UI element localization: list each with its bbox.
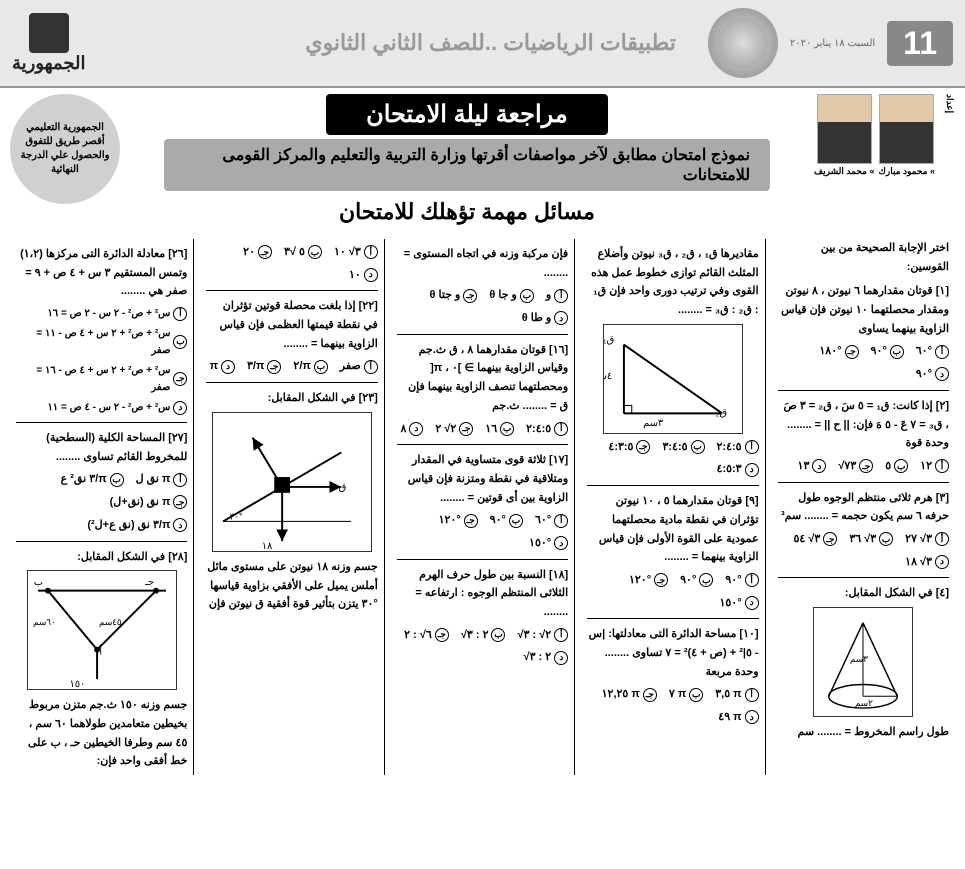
question-28: [٢٨] في الشكل المقابل: [16,548,187,567]
question-15: فإن مركبة وزنه في اتجاه المستوى = ......… [397,245,568,282]
svg-text:٢سم: ٢سم [855,698,873,709]
svg-text:ب: ب [33,577,42,588]
q5-options: أ٢:٤:٥ ب٣:٤:٥ جـ٤:٣:٥ د٤:٥:٣ [587,438,758,479]
svg-text:أ: أ [99,645,102,658]
teacher-2: » محمد الشريف [814,94,875,177]
prep-label: إعداد [945,94,955,113]
q18-options: أ٢√ : ٣√ ب٢ : ٣√ جـ٦√ : ٢ د٢ : ٣√ [397,626,568,667]
promo-badge: الجمهورية التعليمي أقصر طريق للتفوق والح… [10,94,120,204]
column-2: مقاديرها ق₁ ، ق₂ ، ق₃ نيوتن وأضلاع المثل… [581,239,765,775]
q26-options: أس² + ص² - ٢ س - ٢ ص = ١٦ بس² + ص² + ٢ س… [16,305,187,416]
svg-text:ق: ق [339,482,347,493]
teacher-photo [817,94,872,164]
question-3: [٣] هرم ثلاثى منتظم الوجوه طول حرفه ٦ سم… [778,489,949,526]
questions-content: اختر الإجابة الصحيحة من بين القوسين: [١]… [0,231,965,783]
sub-banner: نموذج امتحان مطابق لآخر مواصفات أقرتها و… [164,139,770,191]
date: السبت ١٨ يناير ٢٠٢٠ [790,38,875,49]
column-1: اختر الإجابة الصحيحة من بين القوسين: [١]… [772,239,955,775]
question-4: [٤] في الشكل المقابل: [778,584,949,603]
instructions: اختر الإجابة الصحيحة من بين القوسين: [778,239,949,276]
q10-options: أπ ٣,٥ بπ ٧ جـπ ١٢,٢٥ دπ ٤٩ [587,685,758,726]
svg-text:١٥٠: ١٥٠ [69,679,85,690]
q27-options: أπ نق ل بπ/٣ نق² ع جـπ نق (نق+ل) دπ/٣ نق… [16,470,187,534]
svg-text:ق₂: ق₂ [715,407,726,418]
question-26: [٢٦] معادلة الدائرة التى مركزها (١،٢) وت… [16,245,187,301]
question-22: [٢٢] إذا بلغت محصلة قوتين تؤثران في نقطة… [206,297,377,353]
question-16: [١٦] قوتان مقدارهما ٨ ، ق ث.جم وقياس الز… [397,341,568,416]
emblem-icon [708,8,778,78]
question-4b: طول راسم المخروط = ........ سم [778,723,949,742]
page-title: تطبيقات الرياضيات ..للصف الثاني الثانوي [97,30,695,56]
svg-text:٤٥سم: ٤٥سم [99,617,122,628]
svg-text:ق₁: ق₁ [603,334,614,345]
column-4: أ٣√ ١٠ ب٥ √٣ جـ٢٠ د١٠ [٢٢] إذا بلغت محصل… [200,239,384,775]
subtitle: مسائل مهمة تؤهلك للامتحان [339,199,595,225]
svg-text:٣سم: ٣سم [643,418,664,429]
question-9: [٩] قوتان مقدارهما ٥ ، ١٠ نيوتن تؤثران ف… [587,492,758,567]
banner-section: إعداد » محمود مبارك » محمد الشريف مراجعة… [0,88,965,231]
q15-options: أو بو جا θ جـو جتا θ دو طا θ [397,286,568,327]
triangle-diagram: ٤سم ٣سم ق₂ ق₁ [603,324,743,434]
page-number: 11 [887,21,953,66]
q22-options: أصفر بπ/٢ جـπ/٣ دπ [206,357,377,376]
main-banner: مراجعة ليلة الامتحان [326,94,608,135]
q21-options: أ٣√ ١٠ ب٥ √٣ جـ٢٠ د١٠ [206,243,377,284]
svg-text:جـ: جـ [144,577,154,588]
question-1: [١] قوتان مقدارهما ٦ نيوتن ، ٨ نيوتن ومق… [778,282,949,338]
teacher-photo [879,94,934,164]
question-5: مقاديرها ق₁ ، ق₂ ، ق₃ نيوتن وأضلاع المثل… [587,245,758,320]
page-header: 11 السبت ١٨ يناير ٢٠٢٠ تطبيقات الرياضيات… [0,0,965,88]
vector-diagram: ق ١٨ °٣٠ [212,412,372,552]
q9-options: أ°٩٠ ب°٩٠ جـ°١٢٠ د°١٥٠ [587,571,758,612]
svg-text:٤سم: ٤سم [603,371,612,382]
question-23b: جسم وزنه ١٨ نيوتن على مستوى مائل أملس يم… [206,558,377,614]
question-17: [١٧] ثلاثة قوى متساوية في المقدار ومتلاق… [397,451,568,507]
q2-options: أ١٢ ب٥ جـ٧٣√ د١٣ [778,457,949,476]
question-28b: جسم وزنه ١٥٠ ث.جم متزن مربوط بخيطين متعا… [16,696,187,771]
teacher-1: » محمود مبارك [878,94,935,177]
publisher-logo: الجمهورية [12,13,85,74]
q3-options: أ٣√ ٢٧ ب٣√ ٣٦ جـ٣√ ٥٤ د٣√ ١٨ [778,530,949,571]
eagle-icon [29,13,69,53]
banners: مراجعة ليلة الامتحان نموذج امتحان مطابق … [130,94,804,225]
question-27: [٢٧] المساحة الكلية (السطحية) للمخروط ال… [16,429,187,466]
q1-options: أ°٦٠ ب°٩٠ جـ°١٨٠ د°٩٠ [778,342,949,383]
cone-diagram: ٣سم ٢سم [813,607,913,717]
column-5: [٢٦] معادلة الدائرة التى مركزها (١،٢) وت… [10,239,194,775]
svg-text:١٨: ١٨ [262,541,273,552]
q17-options: أ°٦٠ ب°٩٠ جـ°١٢٠ د°١٥٠ [397,511,568,552]
question-23: [٢٣] في الشكل المقابل: [206,389,377,408]
question-18: [١٨] النسبة بين طول حرف الهرم الثلاثى ال… [397,566,568,622]
svg-text:٣سم: ٣سم [850,654,868,665]
q16-options: أ٢:٤:٥ ب١٦ جـ٢√ ٢ د٨ [397,420,568,439]
column-3: فإن مركبة وزنه في اتجاه المستوى = ......… [391,239,575,775]
question-10: [١٠] مساحة الدائرة التى معادلتها: |س - ٥… [587,625,758,681]
question-2: [٢] إذا كانت: ق₁ = ٥ سَ ، ق₂ = ٣ صَ ، ق₃… [778,397,949,453]
svg-text:٦٠سم: ٦٠سم [33,617,56,628]
teachers: » محمود مبارك » محمد الشريف [814,94,935,177]
strings-diagram: ب جـ أ ٦٠سم ٤٥سم ١٥٠ [27,570,177,690]
svg-text:°٣٠: °٣٠ [230,511,244,521]
